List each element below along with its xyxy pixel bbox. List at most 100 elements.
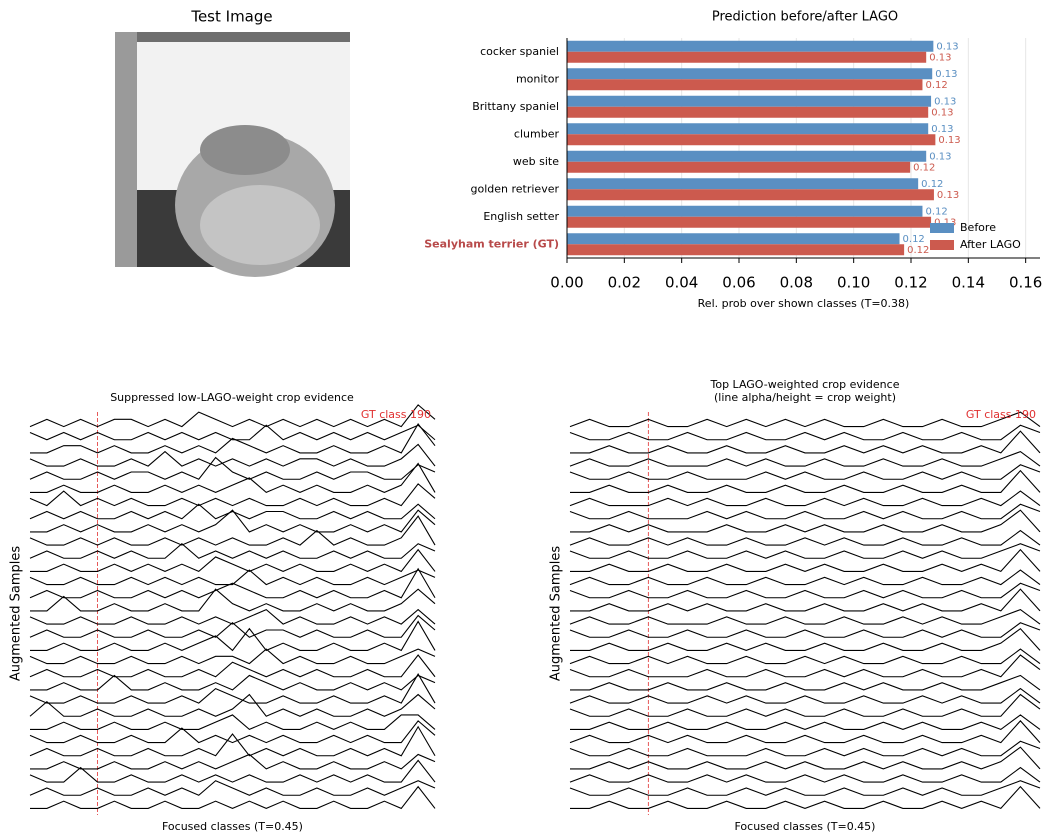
ridge-line: [30, 721, 435, 743]
y-tick-label: monitor: [516, 72, 560, 85]
x-tick-label: 0.06: [722, 274, 755, 292]
bar: [567, 107, 928, 118]
y-axis-label: Augmented Samples: [9, 546, 24, 682]
value-label: 0.12: [921, 179, 943, 190]
value-label: 0.13: [935, 69, 957, 80]
ridge-line: [570, 787, 1040, 809]
figure: Test ImagePrediction before/after LAGO0.…: [0, 0, 1043, 835]
bar: [567, 217, 931, 228]
legend-swatch: [930, 240, 954, 250]
ridge-line: [30, 655, 435, 677]
ridge-line: [570, 768, 1040, 782]
x-tick-label: 0.02: [608, 274, 641, 292]
ridge-line: [30, 616, 435, 638]
ridge-line: [570, 452, 1040, 466]
gt-annotation: GT class 190: [966, 408, 1036, 421]
y-tick-label: English setter: [483, 210, 559, 223]
ridge-line: [570, 741, 1040, 755]
gt-annotation: GT class 190: [361, 408, 431, 421]
ridge-line: [570, 623, 1040, 637]
ridge-line: [30, 760, 435, 782]
x-axis-label: Focused classes (T=0.45): [735, 820, 876, 833]
ridge-line: [30, 463, 435, 492]
x-tick-label: 0.16: [1009, 274, 1042, 292]
legend-label: After LAGO: [960, 238, 1021, 251]
bar: [567, 41, 933, 52]
ridge-line: [570, 610, 1040, 624]
x-tick-label: 0.00: [550, 274, 583, 292]
chart-title: Suppressed low-LAGO-weight crop evidence: [110, 391, 354, 404]
value-label: 0.13: [934, 96, 956, 107]
ridge-line: [30, 727, 435, 756]
ridge-line: [570, 531, 1040, 545]
bar: [567, 151, 926, 162]
legend-swatch: [930, 223, 954, 233]
ridge-line: [570, 649, 1040, 663]
ridge-line: [30, 621, 435, 650]
value-label: 0.13: [931, 107, 953, 118]
ridge-line: [30, 754, 435, 768]
value-label: 0.12: [925, 80, 947, 91]
ridge-line: [30, 570, 435, 584]
x-tick-label: 0.14: [952, 274, 985, 292]
ridge-line: [570, 747, 1040, 769]
ridge-line: [570, 431, 1040, 453]
ridge-line: [30, 715, 435, 729]
ridge-line: [30, 458, 435, 480]
ridge-line: [570, 689, 1040, 703]
ridge-line: [570, 629, 1040, 651]
value-label: 0.13: [937, 190, 959, 201]
x-axis-label: Focused classes (T=0.45): [162, 820, 303, 833]
ridge-line: [30, 675, 435, 689]
x-tick-label: 0.08: [780, 274, 813, 292]
bar: [567, 68, 932, 79]
ridge-line: [570, 781, 1040, 795]
ridge-line: [570, 550, 1040, 572]
bar: [567, 134, 935, 145]
ridge-line: [30, 695, 435, 717]
bar: [567, 96, 931, 107]
ridge-line: [30, 425, 435, 439]
ridge-line: [570, 425, 1040, 439]
ridge-line: [30, 504, 435, 518]
chart-title: Test Image: [190, 8, 272, 26]
value-label: 0.13: [936, 41, 958, 52]
ridge-line: [570, 675, 1040, 689]
ridge-line: [30, 550, 435, 572]
bar: [567, 162, 910, 173]
y-axis-label: Augmented Samples: [549, 546, 564, 682]
ridge-line: [570, 504, 1040, 518]
ridge-line: [30, 569, 435, 598]
y-tick-label: clumber: [514, 127, 560, 140]
ridge-line: [570, 655, 1040, 677]
ridge-line: [30, 610, 435, 624]
chart-subtitle: (line alpha/height = crop weight): [714, 391, 896, 404]
y-tick-label: Sealyham terrier (GT): [424, 237, 559, 250]
ridge-line: [570, 721, 1040, 743]
ridge-line: [570, 544, 1040, 558]
bar: [567, 244, 904, 255]
ridge-line: [30, 787, 435, 809]
bar: [567, 233, 900, 244]
x-tick-label: 0.04: [665, 274, 698, 292]
ridge-line: [30, 424, 435, 453]
bar: [567, 79, 922, 90]
value-label: 0.13: [929, 52, 951, 63]
y-tick-label: Brittany spaniel: [472, 100, 559, 113]
ridge-line: [570, 491, 1040, 505]
ridge-line: [570, 510, 1040, 532]
value-label: 0.13: [931, 124, 953, 135]
ridge-line: [570, 570, 1040, 584]
ridge-line: [30, 589, 435, 611]
bar: [567, 52, 926, 63]
ridge-line: [570, 583, 1040, 597]
x-tick-label: 0.10: [837, 274, 870, 292]
y-tick-label: golden retriever: [471, 182, 560, 195]
value-label: 0.13: [938, 135, 960, 146]
ridge-line: [30, 444, 435, 466]
value-label: 0.12: [903, 234, 925, 245]
bar: [567, 178, 918, 189]
bar: [567, 123, 928, 134]
bar: [567, 189, 934, 200]
ridge-line: [30, 484, 435, 506]
